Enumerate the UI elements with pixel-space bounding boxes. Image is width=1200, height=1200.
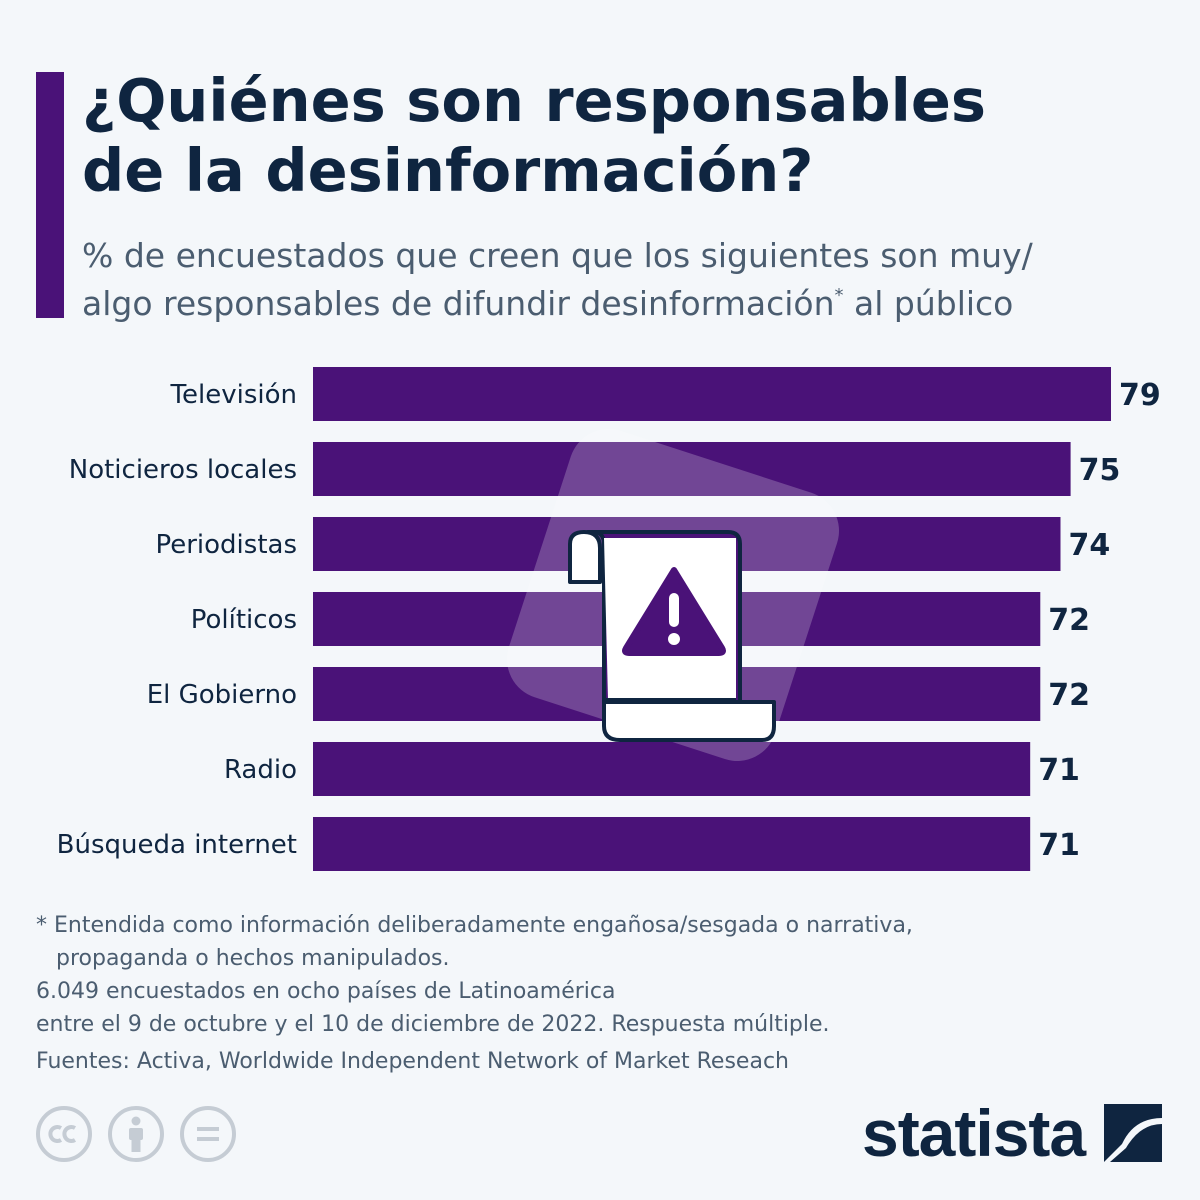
bar-chart: Televisión 79 Noticieros locales 75 Periodis… — [0, 360, 1200, 880]
cc-icon[interactable] — [36, 1106, 92, 1162]
note-line-2: propaganda o hechos manipulados. — [56, 946, 450, 971]
statista-logo[interactable]: statista — [862, 1098, 1172, 1168]
attribution-icon[interactable] — [108, 1106, 164, 1162]
title-line-2: de la desinformación? — [82, 136, 814, 205]
sources: Fuentes: Activa, Worldwide Independent N… — [36, 1049, 789, 1074]
bar-7 — [313, 817, 1031, 871]
subtitle-line-2a: algo responsables de difundir desinforma… — [82, 284, 835, 323]
subtitle-line-2b: al público — [843, 284, 1014, 323]
note-line-1: * Entendida como información deliberadam… — [36, 913, 913, 938]
title-line-1: ¿Quiénes son responsables — [82, 66, 987, 135]
subtitle-line-1: % de encuestados que creen que los sigui… — [82, 236, 1033, 275]
note-line-4: entre el 9 de octubre y el 10 de diciemb… — [36, 1012, 830, 1037]
bar-value-7: 71 — [1038, 828, 1080, 863]
bar-label-7: Búsqueda internet — [57, 830, 297, 860]
page-title: ¿Quiénes son responsables de la desinfor… — [82, 66, 1172, 206]
bar-6 — [313, 742, 1031, 796]
bar-2 — [313, 442, 1071, 496]
bar-1 — [313, 367, 1111, 421]
bar-value-6: 71 — [1038, 753, 1080, 788]
title-accent-bar — [36, 72, 64, 318]
bar-value-3: 74 — [1068, 528, 1110, 563]
subtitle: % de encuestados que creen que los sigui… — [82, 232, 1182, 328]
bar-label-4: Políticos — [191, 605, 297, 635]
bar-value-4: 72 — [1048, 603, 1090, 638]
bar-value-1: 79 — [1119, 378, 1161, 413]
statista-wordmark: statista — [862, 1096, 1086, 1170]
bar-label-2: Noticieros locales — [69, 455, 297, 485]
note-line-3: 6.049 encuestados en ocho países de Lati… — [36, 979, 616, 1004]
warning-document-icon — [506, 428, 840, 762]
bar-label-5: El Gobierno — [147, 680, 297, 710]
bar-value-2: 75 — [1079, 453, 1121, 488]
subtitle-asterisk: * — [834, 285, 844, 306]
footnotes: * Entendida como información deliberadam… — [36, 909, 1156, 1078]
bar-label-3: Periodistas — [155, 530, 297, 560]
bar-label-6: Radio — [224, 755, 297, 785]
bar-chart-svg: Televisión 79 Noticieros locales 75 Periodis… — [57, 367, 1161, 871]
statista-logo-icon — [1104, 1104, 1162, 1162]
bar-label-1: Televisión — [170, 380, 297, 410]
no-derivatives-icon[interactable] — [180, 1106, 236, 1162]
bar-value-5: 72 — [1048, 678, 1090, 713]
